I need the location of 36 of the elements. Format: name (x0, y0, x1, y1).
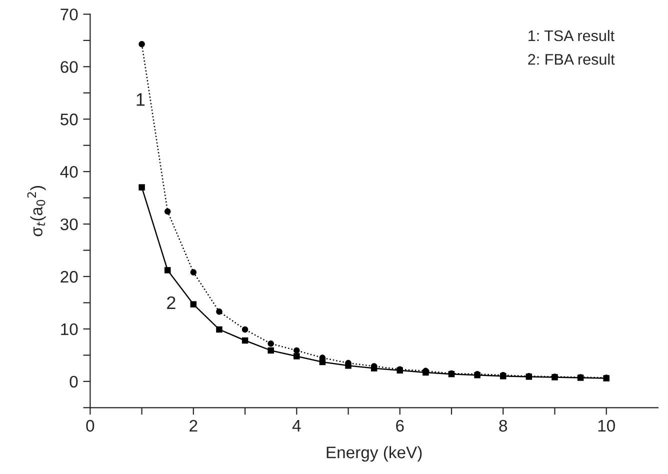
x-tick-label: 4 (292, 420, 301, 432)
point (164, 208, 171, 215)
y-tick-label: 60 (60, 61, 78, 73)
point (242, 326, 248, 333)
y-tick-label: 70 (60, 8, 78, 20)
point (138, 184, 145, 190)
point (294, 347, 300, 354)
x-tick-label: 0 (86, 420, 94, 432)
x-tick-label: 2 (190, 420, 198, 432)
point (164, 267, 171, 274)
point (268, 340, 274, 347)
y-tick-label: 30 (60, 218, 78, 230)
x-tick-label: 6 (396, 420, 404, 432)
point (268, 347, 274, 354)
x-axis-title: Energy (keV) (326, 446, 422, 462)
point (190, 301, 197, 308)
point (345, 362, 352, 369)
y-tick-label: 20 (60, 270, 78, 283)
point (138, 40, 145, 48)
annotation: 2: FBA result (528, 54, 615, 65)
x-tick-label: 10 (598, 420, 615, 432)
y-tick-label: 10 (61, 323, 78, 336)
y-axis-title: σ$_{t}$(a$_{0}$$^{2}$) (27, 186, 46, 236)
y-tick-label: 50 (60, 114, 78, 126)
y-tick-label: 40 (60, 166, 78, 178)
annotation: 1 (136, 93, 145, 106)
point (216, 326, 222, 333)
point (242, 337, 248, 344)
annotation: 2 (167, 296, 176, 309)
point (319, 358, 326, 366)
x-tick-label: 8 (499, 420, 508, 432)
point (190, 269, 197, 276)
annotation: 1: TSA result (528, 30, 614, 42)
point (216, 308, 222, 315)
y-tick-label: 0 (70, 376, 78, 388)
point (294, 353, 300, 360)
